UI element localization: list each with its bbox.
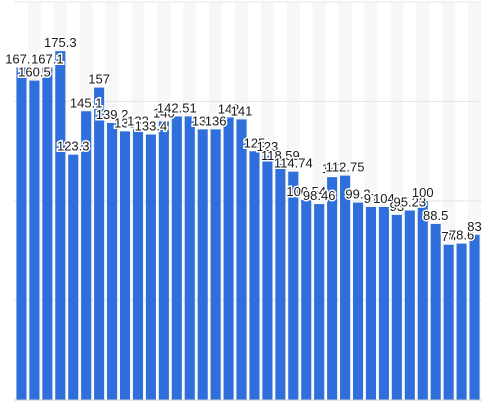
bar (29, 80, 40, 400)
value-label: 100.54 (286, 184, 326, 199)
bar (55, 51, 66, 400)
bar (404, 210, 415, 400)
bar (158, 121, 169, 401)
value-label: 142.51 (157, 100, 197, 115)
bar (443, 244, 454, 400)
value-label: 135 (114, 115, 136, 130)
value-label: 78 (441, 229, 455, 244)
bar (223, 117, 234, 401)
value-label: 140 (153, 105, 175, 120)
bar (417, 201, 428, 400)
value-label: 145.1 (70, 95, 103, 110)
value-label: 95.23 (394, 194, 427, 209)
bar (184, 116, 195, 401)
value-label: 112.75 (326, 160, 365, 175)
value-label: 98.46 (303, 188, 336, 203)
value-label: 139.2 (96, 107, 129, 122)
value-label: 97 (364, 191, 378, 206)
bar (132, 129, 144, 401)
value-label: 118.59 (261, 148, 300, 163)
bar (314, 204, 325, 400)
value-label: 167.1 (31, 51, 64, 66)
value-label: 93 (390, 199, 404, 214)
value-label: 78.6 (449, 228, 474, 243)
value-label: 136 (205, 113, 227, 128)
value-label: 157 (88, 72, 110, 87)
value-label: 123 (257, 139, 279, 154)
bar (119, 131, 131, 400)
bar (352, 202, 364, 400)
value-label: 133.4 (135, 119, 168, 134)
value-label: 99.2 (345, 187, 370, 202)
value-label: 141 (231, 103, 253, 118)
bar (197, 129, 208, 401)
bar (81, 111, 92, 400)
bar (378, 206, 389, 400)
bar (145, 134, 156, 400)
value-label: 125 (244, 135, 266, 150)
bar (171, 116, 182, 401)
value-label: 83 (467, 219, 481, 234)
bar (275, 164, 286, 400)
bar (288, 171, 299, 400)
bar (391, 214, 402, 400)
bar (262, 155, 273, 400)
bars (16, 51, 480, 401)
bar (456, 243, 467, 400)
bar (236, 119, 247, 400)
value-label: 160.5 (18, 65, 51, 80)
value-label: 112 (322, 161, 343, 176)
bar (340, 175, 351, 400)
bar (107, 122, 118, 400)
bar (16, 67, 27, 400)
value-label: 104 (373, 191, 395, 206)
value-label: 133 (127, 113, 149, 128)
value-label: 131 (192, 113, 214, 128)
bar (469, 234, 480, 400)
bar (42, 67, 53, 400)
bar (301, 199, 312, 400)
bar (365, 206, 377, 400)
bar (249, 151, 260, 400)
value-label: 123.3 (57, 139, 90, 154)
bar (94, 87, 105, 400)
value-label: 175.3 (44, 35, 77, 50)
value-label: 142 (218, 101, 240, 116)
bar (68, 154, 79, 400)
bar (210, 129, 221, 401)
value-label: 114.74 (274, 156, 313, 171)
value-label: 88.5 (423, 208, 448, 223)
value-label: 167.1 (5, 51, 38, 66)
bar (430, 223, 441, 400)
value-labels: 167.1160.5167.1175.3123.3145.1157139.213… (4, 34, 484, 246)
value-label: 100 (412, 185, 434, 200)
bar (327, 177, 338, 400)
